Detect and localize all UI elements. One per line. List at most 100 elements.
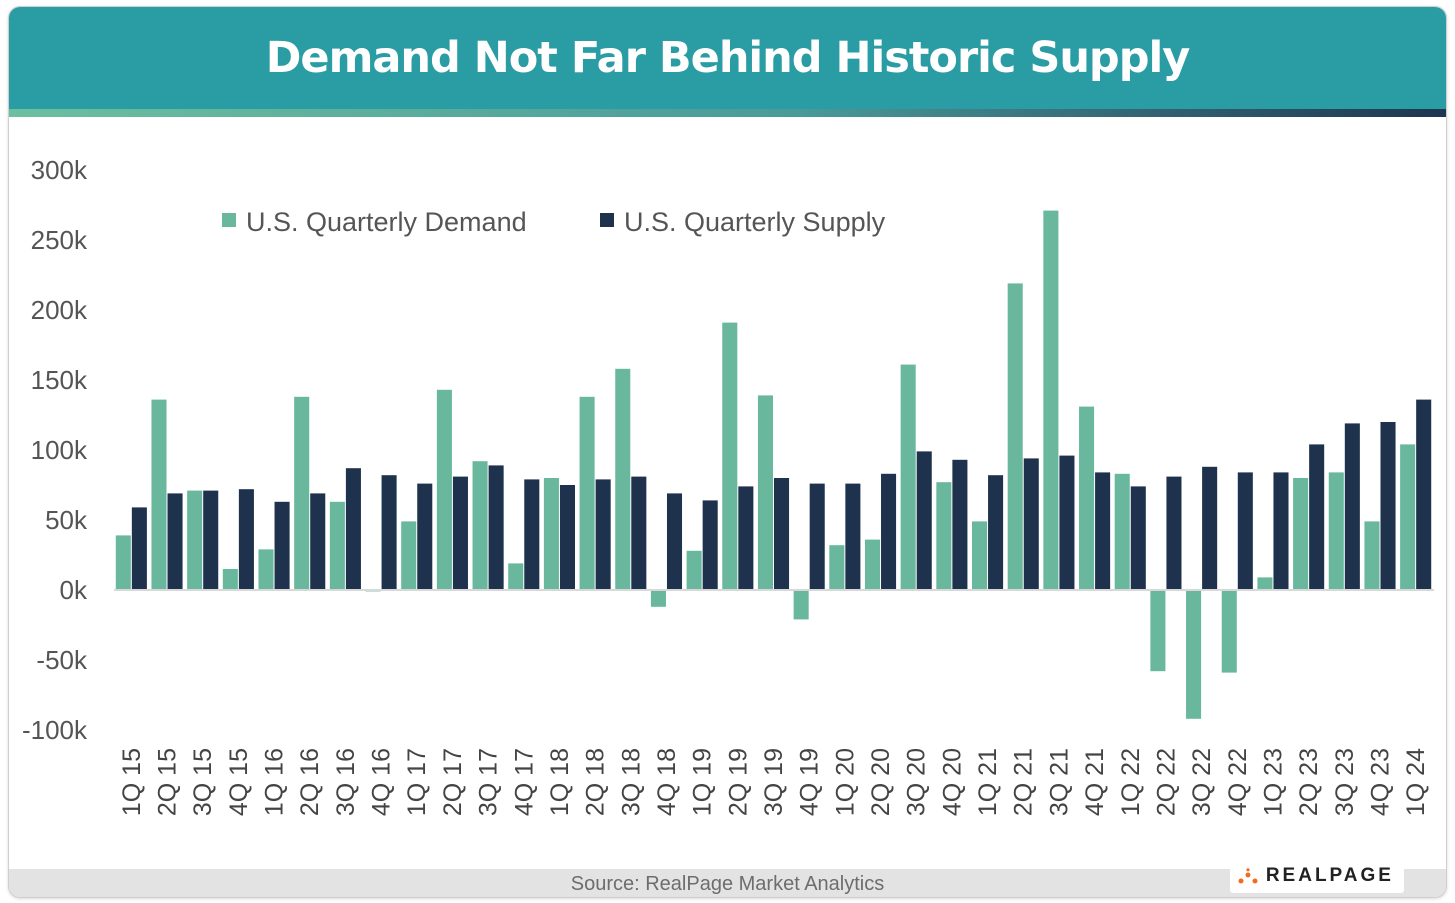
legend-swatch-supply <box>600 213 614 227</box>
accent-strip <box>9 109 1446 117</box>
bar-demand <box>1364 521 1380 590</box>
x-tick-label: 2Q 16 <box>296 748 324 816</box>
bar-supply <box>845 483 861 590</box>
bar-supply <box>1237 472 1253 590</box>
x-tick-label: 1Q 19 <box>689 748 717 816</box>
bar-demand <box>936 482 952 590</box>
x-tick-label: 1Q 18 <box>546 748 574 816</box>
bar-demand <box>1221 590 1237 673</box>
x-tick-label: 3Q 17 <box>475 748 503 816</box>
bar-demand <box>1293 478 1309 590</box>
bar-supply <box>1416 399 1432 590</box>
y-tick-label: -50k <box>36 645 88 675</box>
x-tick-label: 2Q 23 <box>1295 748 1323 816</box>
x-tick-label: 4Q 22 <box>1224 748 1252 816</box>
bar-demand <box>615 368 631 590</box>
bar-demand <box>508 563 524 590</box>
x-tick-label: 2Q 21 <box>1010 748 1038 816</box>
bar-demand <box>436 389 452 590</box>
bar-supply <box>988 475 1004 590</box>
x-tick-label: 3Q 20 <box>903 748 931 816</box>
bar-supply <box>167 493 183 590</box>
bar-supply <box>203 490 219 590</box>
bar-demand <box>757 395 773 590</box>
bar-demand <box>151 399 167 590</box>
x-tick-label: 1Q 16 <box>261 748 289 816</box>
y-tick-label: 100k <box>31 435 88 465</box>
bar-demand <box>329 501 345 590</box>
x-tick-label: 1Q 22 <box>1117 748 1145 816</box>
realpage-logo: REALPAGE <box>1229 861 1404 893</box>
bar-demand <box>1043 210 1059 590</box>
x-tick-label: 3Q 23 <box>1331 748 1359 816</box>
bar-demand <box>1186 590 1202 719</box>
x-tick-label: 3Q 19 <box>760 748 788 816</box>
legend-label-demand: U.S. Quarterly Demand <box>246 207 527 237</box>
bar-demand <box>1328 472 1344 590</box>
bar-chart: -100k -50k 0k 50k 100k 150k 200k 250k 300k 1Q 15 2… <box>22 155 1434 816</box>
bar-demand <box>686 550 702 590</box>
x-tick-label: 4Q 19 <box>796 748 824 816</box>
bar-supply <box>1059 455 1075 590</box>
y-tick-label: 300k <box>31 155 88 185</box>
bar-demand <box>864 539 881 590</box>
logo-text: REALPAGE <box>1265 865 1394 886</box>
x-tick-label: 4Q 15 <box>225 748 253 816</box>
x-tick-label: 2Q 17 <box>439 748 467 816</box>
bar-supply <box>952 459 968 590</box>
bar-supply <box>1130 486 1146 590</box>
bar-supply <box>916 451 932 590</box>
x-tick-label: 3Q 18 <box>617 748 645 816</box>
bar-demand <box>1257 577 1273 590</box>
x-tick-label: 2Q 19 <box>724 748 752 816</box>
bar-supply <box>1273 472 1289 590</box>
legend-label-supply: U.S. Quarterly Supply <box>624 207 886 237</box>
bar-supply <box>1095 472 1111 590</box>
bar-demand <box>1150 590 1166 672</box>
bar-demand <box>1114 473 1130 590</box>
bar-demand <box>115 535 131 590</box>
bar-demand <box>1079 406 1095 590</box>
bar-demand <box>1400 444 1416 590</box>
x-tick-label: 3Q 22 <box>1188 748 1216 816</box>
bar-demand <box>222 569 238 590</box>
bar-supply <box>1202 466 1218 590</box>
bar-supply <box>238 489 254 590</box>
x-tick-label: 1Q 23 <box>1259 748 1287 816</box>
bar-supply <box>452 476 468 590</box>
bar-supply <box>1166 476 1182 590</box>
x-tick-label: 1Q 15 <box>118 748 146 816</box>
x-tick-label: 4Q 21 <box>1081 748 1109 816</box>
x-tick-label: 4Q 23 <box>1366 748 1394 816</box>
x-tick-label: 3Q 16 <box>332 748 360 816</box>
x-tick-label: 2Q 22 <box>1152 748 1180 816</box>
bar-supply <box>809 483 825 590</box>
bar-supply <box>417 483 433 590</box>
bar-demand <box>401 521 417 590</box>
legend-swatch-demand <box>222 213 236 227</box>
bar-demand <box>187 490 203 590</box>
footer: Source: RealPage Market Analytics REALPA… <box>9 861 1446 897</box>
bar-demand <box>258 549 274 590</box>
bar-demand <box>472 461 488 590</box>
x-tick-label: 4Q 20 <box>938 748 966 816</box>
bar-supply <box>881 473 897 590</box>
y-tick-label: 200k <box>31 295 88 325</box>
chart-card: Demand Not Far Behind Historic Supply So… <box>8 6 1447 898</box>
x-tick-label: 1Q 24 <box>1402 748 1430 816</box>
y-tick-label: 250k <box>31 225 88 255</box>
x-tick-label: 3Q 15 <box>189 748 217 816</box>
bar-demand <box>722 322 738 590</box>
x-tick-label: 2Q 20 <box>867 748 895 816</box>
y-tick-label: -100k <box>22 715 88 745</box>
bar-demand <box>579 396 595 590</box>
bar-demand <box>1007 283 1023 590</box>
bar-demand <box>543 478 559 590</box>
bar-supply <box>631 476 647 590</box>
y-tick-label: 50k <box>45 505 88 535</box>
x-tick-label: 1Q 20 <box>831 748 859 816</box>
bar-supply <box>1344 423 1360 590</box>
x-tick-label: 3Q 21 <box>1045 748 1073 816</box>
bar-demand <box>829 545 845 590</box>
y-tick-label: 150k <box>31 365 88 395</box>
